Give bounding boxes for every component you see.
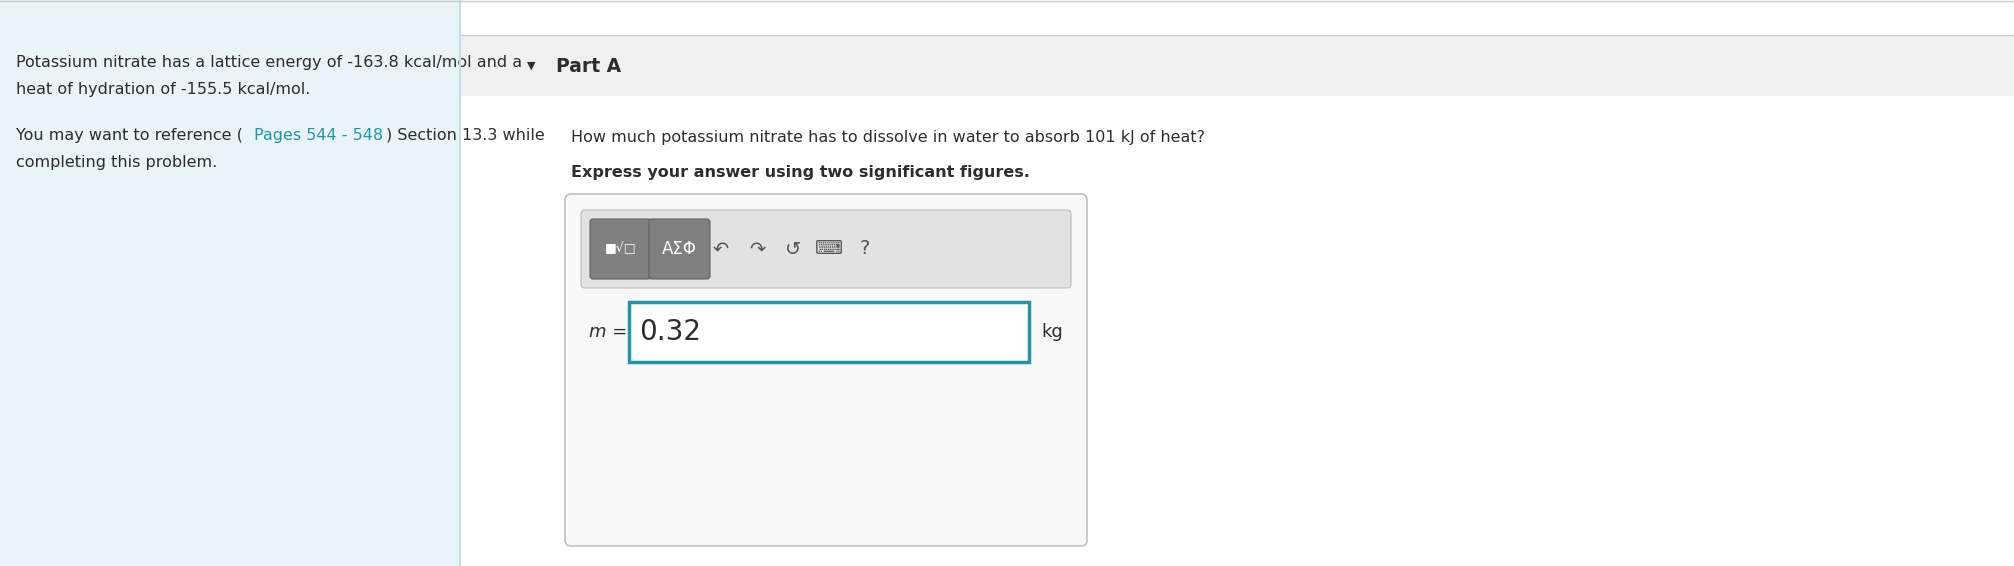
Text: ↺: ↺ — [785, 239, 802, 259]
Text: ■√□: ■√□ — [604, 242, 636, 255]
Text: ↶: ↶ — [713, 239, 729, 259]
Text: ⌨: ⌨ — [816, 239, 844, 259]
FancyBboxPatch shape — [566, 194, 1088, 546]
FancyBboxPatch shape — [628, 302, 1029, 362]
Text: ↷: ↷ — [749, 239, 765, 259]
Text: kg: kg — [1041, 323, 1063, 341]
Text: heat of hydration of -155.5 kcal/mol.: heat of hydration of -155.5 kcal/mol. — [16, 82, 310, 97]
Bar — [0, 0, 459, 566]
FancyBboxPatch shape — [580, 210, 1071, 288]
Text: ▼: ▼ — [528, 61, 536, 71]
Text: ΑΣΦ: ΑΣΦ — [663, 240, 697, 258]
Text: Pages 544 - 548: Pages 544 - 548 — [254, 128, 383, 143]
Text: Express your answer using two significant figures.: Express your answer using two significan… — [572, 165, 1029, 180]
Text: 0.32: 0.32 — [638, 318, 701, 346]
Text: You may want to reference (: You may want to reference ( — [16, 128, 244, 143]
Text: How much potassium nitrate has to dissolve in water to absorb 101 kJ of heat?: How much potassium nitrate has to dissol… — [572, 130, 1204, 145]
Text: m =: m = — [588, 323, 628, 341]
Text: Part A: Part A — [556, 57, 620, 75]
Text: Potassium nitrate has a lattice energy of -163.8 kcal/mol and a: Potassium nitrate has a lattice energy o… — [16, 55, 522, 70]
Text: ?: ? — [860, 239, 870, 259]
Bar — [461, 36, 2014, 96]
FancyBboxPatch shape — [590, 219, 651, 279]
Text: ) Section 13.3 while: ) Section 13.3 while — [385, 128, 544, 143]
FancyBboxPatch shape — [649, 219, 711, 279]
Text: completing this problem.: completing this problem. — [16, 155, 218, 170]
